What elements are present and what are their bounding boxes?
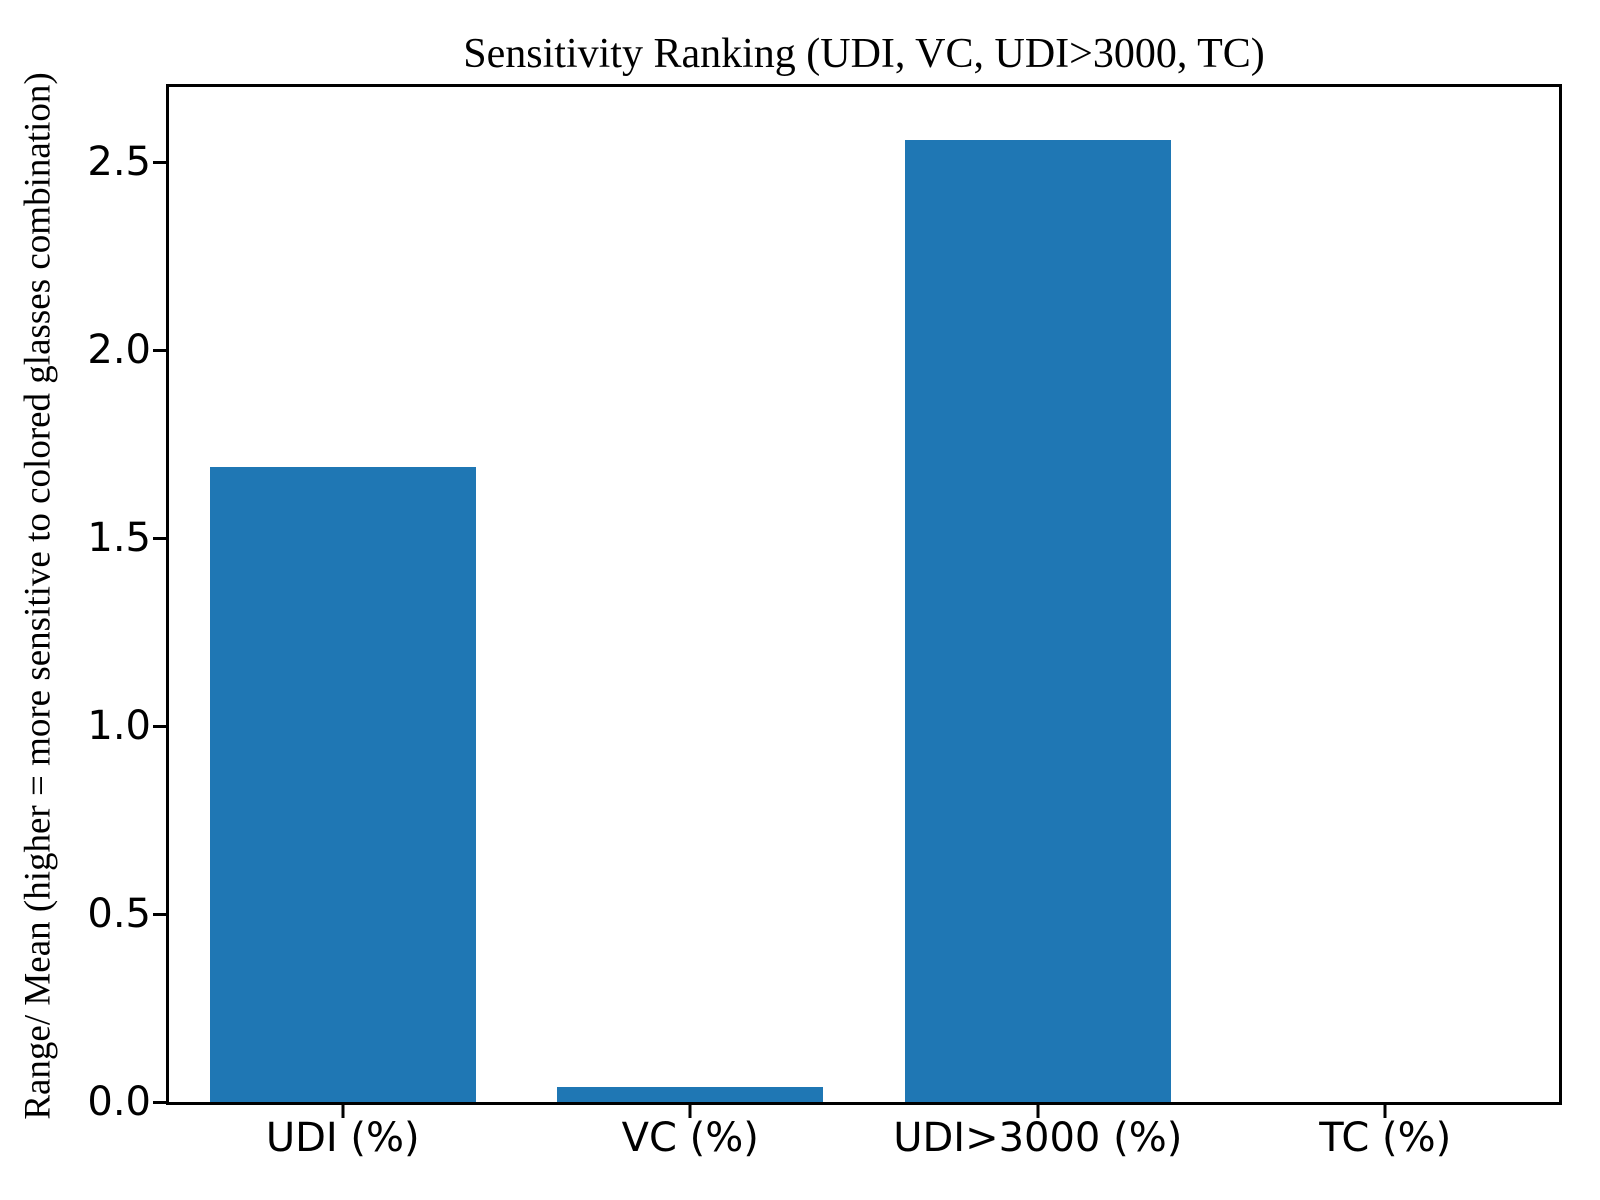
y-tick-label: 1.0 <box>87 703 151 750</box>
y-tick-label: 2.5 <box>87 139 151 186</box>
y-tick-label: 0.0 <box>87 1079 151 1125</box>
y-tick <box>153 536 166 540</box>
x-tick <box>341 1105 345 1118</box>
y-tick-label: 0.5 <box>87 891 151 938</box>
y-tick <box>153 348 166 352</box>
x-tick-label: TC (%) <box>1319 1115 1452 1161</box>
y-tick-label: 2.0 <box>87 327 151 374</box>
y-tick <box>153 724 166 728</box>
bars <box>169 87 1559 1102</box>
plot-area: UDI (%) VC (%) UDI>3000 (%) TC (%) 0.0 0.5 1.0… <box>87 84 1562 1158</box>
bar <box>904 139 1171 1102</box>
x-tick-label: UDI (%) <box>265 1115 420 1161</box>
bar <box>557 1086 824 1102</box>
x-tick <box>688 1105 692 1118</box>
chart-title: Sensitivity Ranking (UDI, VC, UDI>3000, … <box>463 31 1265 77</box>
y-tick-label: 1.5 <box>87 515 151 562</box>
bar-slot <box>864 87 1212 1102</box>
y-tick <box>153 1100 166 1104</box>
bar-slot <box>1212 87 1560 1102</box>
x-tick-label: VC (%) <box>621 1115 759 1161</box>
bar-slot <box>517 87 865 1102</box>
y-axis-label: Range/ Mean (higher = more sensitive to … <box>17 72 59 1120</box>
y-tick <box>153 912 166 916</box>
x-tick <box>1036 1105 1040 1118</box>
x-tick-label: UDI>3000 (%) <box>893 1115 1183 1161</box>
x-tick <box>1383 1105 1387 1118</box>
y-tick <box>153 160 166 164</box>
bar <box>209 466 476 1102</box>
bar-slot <box>169 87 517 1102</box>
